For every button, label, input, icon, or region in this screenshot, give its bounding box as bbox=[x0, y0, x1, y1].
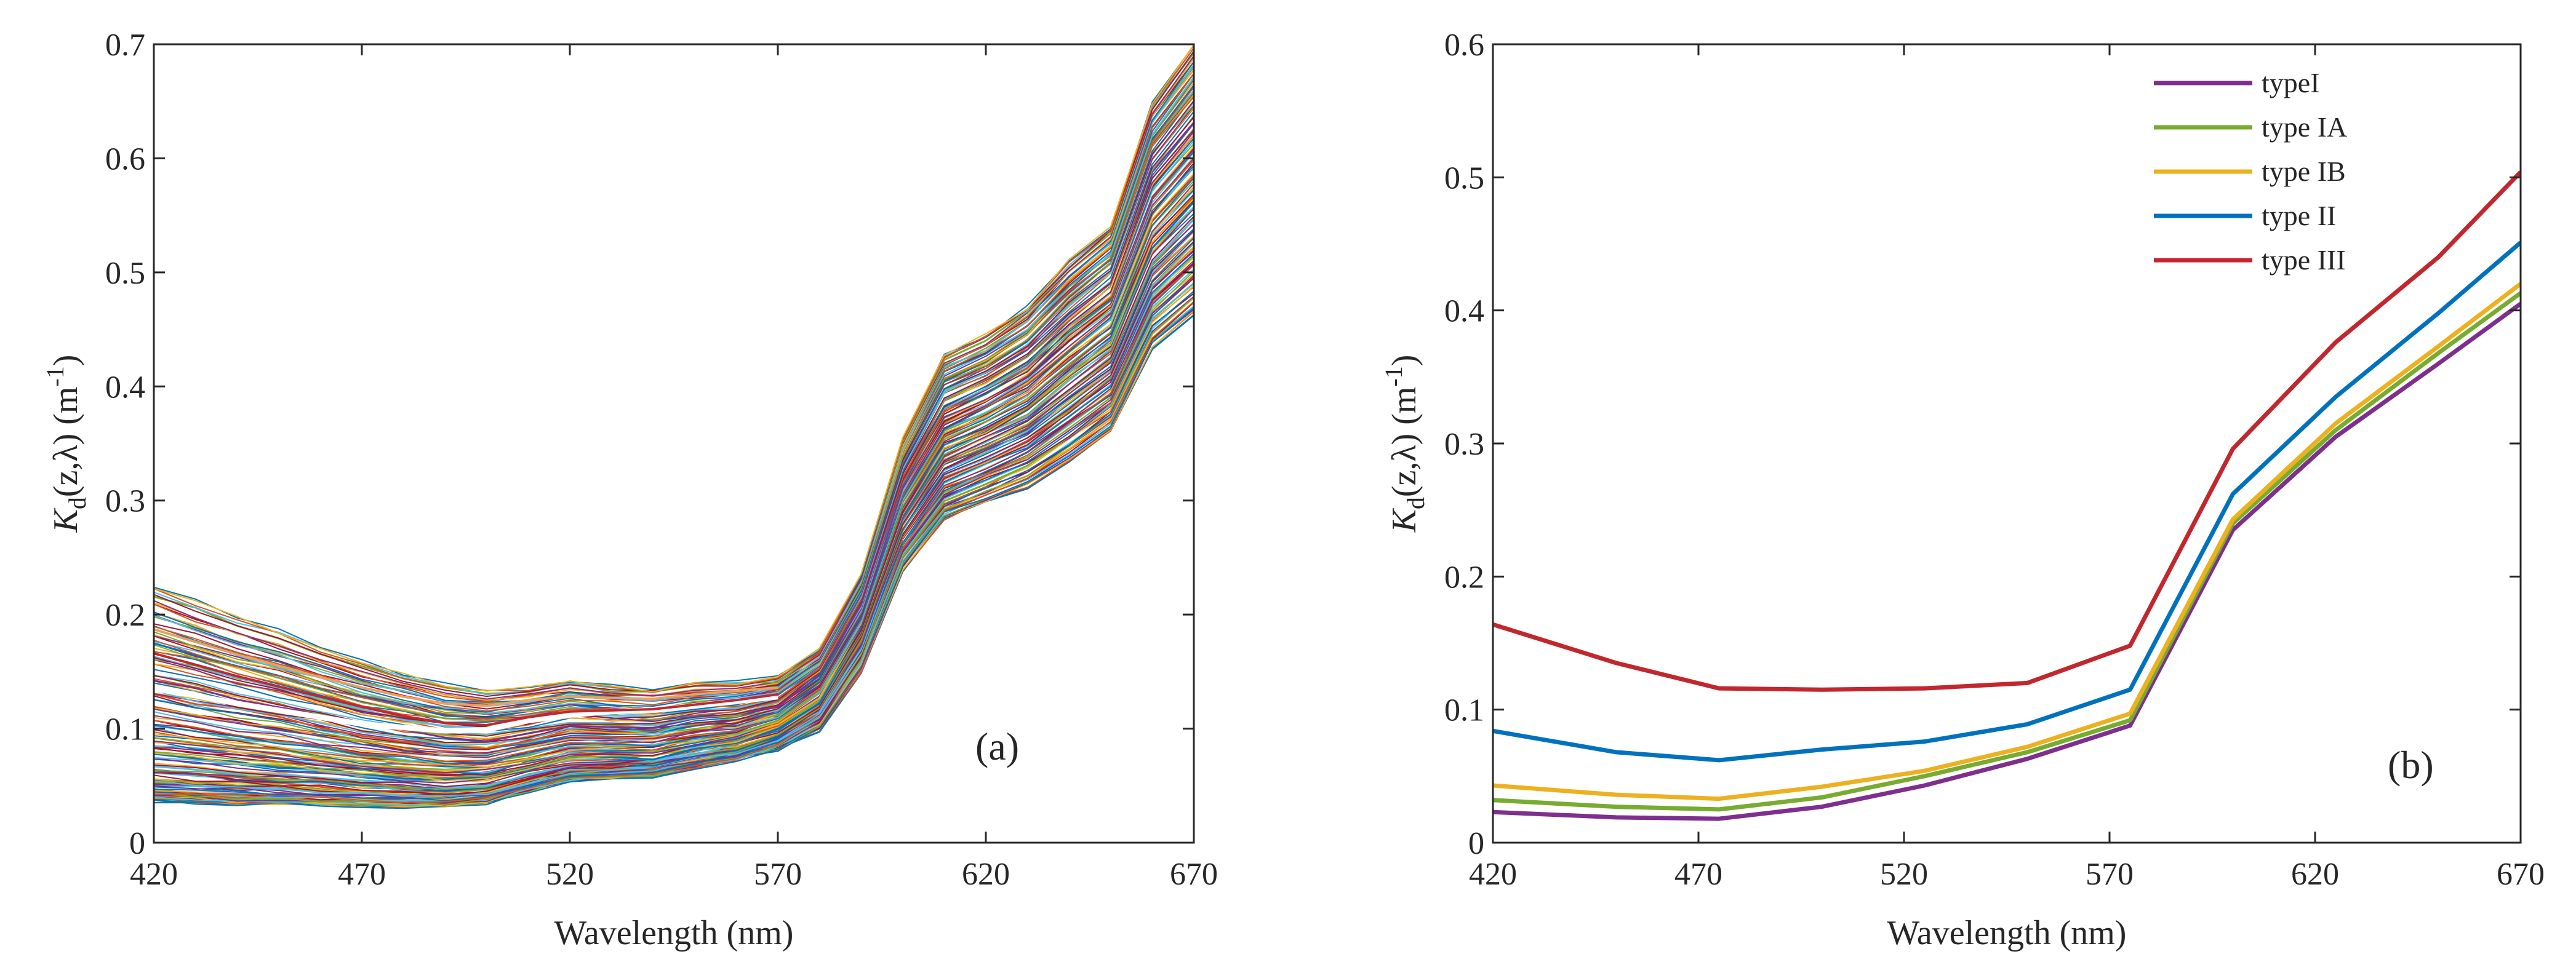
panel-a-spectrum-line bbox=[154, 122, 1194, 742]
panel-a-spectrum-line bbox=[154, 100, 1194, 729]
panel-a-spectrum-line bbox=[154, 206, 1194, 781]
panel-b-xtick-label: 670 bbox=[2497, 857, 2545, 892]
panel-a-xlabel: Wavelength (nm) bbox=[554, 914, 794, 952]
panel-b-ytick-label: 0.3 bbox=[1444, 427, 1484, 462]
panel-b-ticks: 420 470 520 570 620 670 0 0.1 0.2 0.3 0.4 0.5 0.6 bbox=[1444, 28, 2545, 892]
panel-a-highlight-orange-line bbox=[154, 628, 778, 707]
panel-a-spectrum-line bbox=[154, 115, 1194, 736]
panel-a-spectrum-line bbox=[154, 95, 1194, 723]
panel-a-ylabel: Kd(z,λ) (m-1) bbox=[41, 355, 91, 533]
panel-b-series-type-ib-line bbox=[1493, 282, 2521, 801]
panel-b-xlabel: Wavelength (nm) bbox=[1887, 914, 2127, 952]
panel-b-ylabel: Kd(z,λ) (m-1) bbox=[1380, 355, 1430, 533]
panel-a-spectrum-line bbox=[154, 173, 1194, 768]
panel-a-spectrum-line bbox=[154, 159, 1194, 762]
legend-label: type III bbox=[2262, 244, 2346, 276]
panel-a-spectrum-line bbox=[154, 198, 1194, 782]
panel-b-ytick-label: 0.5 bbox=[1444, 161, 1484, 196]
panel-a-spectrum-line bbox=[154, 194, 1194, 776]
panel-b-series-type-ia-line bbox=[1493, 291, 2521, 812]
panel-a-spectrum-line bbox=[154, 87, 1194, 720]
panel-a-spectrum-line bbox=[154, 61, 1194, 702]
panel-a-spectrum-line bbox=[154, 44, 1194, 693]
panel-a-spectrum-line bbox=[154, 100, 1194, 728]
panel-a-spectrum-line bbox=[154, 224, 1194, 790]
panel-a-spectrum-line bbox=[154, 140, 1194, 750]
panel-a-xtick-label: 520 bbox=[546, 857, 594, 892]
panel-a-spectrum-line bbox=[154, 183, 1194, 774]
panel-b-ytick-label: 0.4 bbox=[1444, 294, 1484, 329]
panel-a-ytick-label: 0.1 bbox=[105, 712, 145, 747]
panel-b-ytick-label: 0.2 bbox=[1444, 560, 1484, 595]
legend-label: type II bbox=[2262, 200, 2336, 231]
panel-b-xtick-label: 620 bbox=[2291, 857, 2339, 892]
panel-a-spectrum-line bbox=[154, 82, 1194, 715]
panel-a-ytick-label: 0.3 bbox=[105, 484, 145, 519]
panel-a-ytick-label: 0.7 bbox=[105, 28, 145, 63]
panel-a-ytick-label: 0.5 bbox=[105, 256, 145, 291]
panel-b-series-type-ii-line bbox=[1493, 240, 2521, 763]
panel-b-legend: typeI type IA type IB type II type III bbox=[2154, 67, 2347, 276]
panel-a-label: (a) bbox=[975, 725, 1019, 768]
panel-a-xtick-label: 670 bbox=[1170, 857, 1218, 892]
panel-a-spectrum-line bbox=[154, 45, 1194, 692]
panel-b-ytick-label: 0.1 bbox=[1444, 693, 1484, 728]
panel-a-axes-box bbox=[153, 43, 1195, 844]
panel-a: 420 470 520 570 620 670 0 0.1 0.2 0.3 0.4 0.5 0.6 0.7… bbox=[41, 28, 1218, 952]
panel-a-spectrum-line bbox=[154, 111, 1194, 732]
panel-a-spectrum-line bbox=[154, 264, 1194, 803]
panel-a-ytick-label: 0.2 bbox=[105, 598, 145, 633]
panel-b-xtick-label: 470 bbox=[1674, 857, 1722, 892]
panel-a-spectrum-line bbox=[154, 129, 1194, 746]
panel-a-ytick-label: 0.4 bbox=[105, 370, 145, 405]
panel-a-xtick-label: 570 bbox=[754, 857, 802, 892]
panel-a-ticks: 420 470 520 570 620 670 0 0.1 0.2 0.3 0.4 0.5 0.6 0.7 bbox=[105, 28, 1218, 892]
panel-a-spectrum-line bbox=[154, 73, 1194, 712]
panel-a-spectrum-line bbox=[154, 231, 1194, 792]
panel-a-spectrum-line bbox=[154, 134, 1194, 749]
legend-label: type IB bbox=[2262, 156, 2346, 187]
panel-b-label: (b) bbox=[2388, 743, 2434, 787]
panel-a-spectrum-line bbox=[154, 186, 1194, 773]
panel-a-ytick-label: 0.6 bbox=[105, 141, 145, 177]
panel-a-spectrum-line bbox=[154, 253, 1194, 799]
panel-a-spectrum-line bbox=[154, 90, 1194, 718]
panel-a-spectrum-line bbox=[154, 176, 1194, 766]
panel-b-series-typei-line bbox=[1493, 301, 2521, 821]
panel-a-spectrum-line bbox=[154, 151, 1194, 757]
legend-label: typeI bbox=[2262, 67, 2320, 98]
panel-a-xtick-label: 420 bbox=[130, 857, 178, 892]
panel-a-xtick-label: 470 bbox=[338, 857, 386, 892]
panel-a-spectrum-line bbox=[154, 157, 1194, 758]
panel-a-spectrum-line bbox=[154, 290, 1194, 809]
panel-a-spectrum-line bbox=[154, 47, 1194, 696]
panel-a-spectrum-line bbox=[154, 116, 1194, 737]
legend-label: type IA bbox=[2262, 111, 2347, 143]
panel-a-spectrum-line bbox=[154, 148, 1194, 754]
panel-a-ytick-label: 0 bbox=[129, 826, 145, 861]
panel-b: 420 470 520 570 620 670 0 0.1 0.2 0.3 0.4 0.5 0.6 Wa… bbox=[1380, 28, 2545, 952]
panel-a-spectrum-line bbox=[154, 65, 1194, 707]
panel-a-spectrum-line bbox=[154, 165, 1194, 765]
panel-a-spectrum-line bbox=[154, 73, 1194, 713]
panel-b-ytick-label: 0 bbox=[1468, 826, 1484, 861]
panel-a-highlight-red-line bbox=[154, 652, 778, 727]
panel-a-spectrum-line bbox=[154, 228, 1194, 792]
panel-b-series bbox=[1493, 170, 2521, 821]
panel-a-xtick-label: 620 bbox=[962, 857, 1010, 892]
panel-b-axes-box bbox=[1492, 43, 2522, 844]
panel-a-spectrum-line bbox=[154, 55, 1194, 700]
panel-b-series-type-iii-line bbox=[1493, 170, 2521, 692]
panel-a-spectra bbox=[154, 44, 1194, 809]
panel-b-ytick-label: 0.6 bbox=[1444, 28, 1484, 63]
panel-b-xtick-label: 420 bbox=[1469, 857, 1517, 892]
panel-a-spectrum-line bbox=[154, 201, 1194, 781]
panel-a-spectrum-line bbox=[154, 250, 1194, 798]
panel-b-xtick-label: 570 bbox=[2086, 857, 2134, 892]
panel-b-xtick-label: 520 bbox=[1880, 857, 1928, 892]
